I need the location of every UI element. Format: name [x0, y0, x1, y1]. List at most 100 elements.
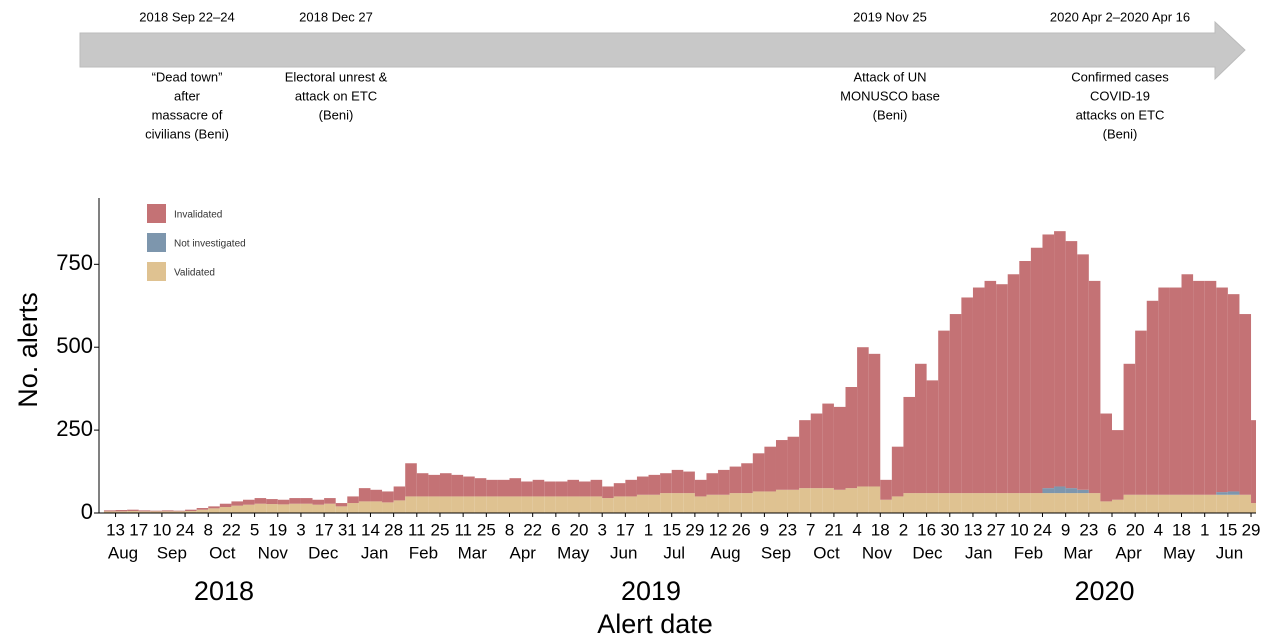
legend-swatch	[147, 262, 166, 281]
bar-segment	[810, 413, 823, 489]
x-tick-label: 15	[1218, 520, 1237, 539]
annotation-text: Electoral unrest &	[285, 69, 388, 84]
bar-segment	[741, 493, 753, 513]
timeline-arrow	[79, 20, 1246, 81]
bar-segment	[706, 494, 719, 513]
annotation-text: attacks on ETC	[1076, 107, 1165, 122]
bar-segment	[1204, 494, 1217, 513]
x-tick-label: 29	[1242, 520, 1261, 539]
y-tick-label: 750	[56, 250, 93, 275]
bar-segment	[1181, 274, 1194, 495]
x-tick-label: 14	[361, 520, 380, 539]
bar-segment	[579, 481, 591, 497]
bar-segment	[382, 502, 394, 513]
bar-segment	[358, 501, 371, 513]
bar-segment	[532, 496, 545, 513]
month-label: Mar	[1063, 543, 1093, 562]
x-tick-label: 10	[152, 520, 171, 539]
bar-segment	[1054, 493, 1066, 513]
bar-segment	[231, 501, 244, 506]
bar-segment	[938, 493, 950, 513]
bar-segment	[1065, 241, 1078, 489]
bar-segment	[1227, 491, 1240, 495]
year-label: 2018	[194, 576, 254, 606]
month-label: Dec	[912, 543, 943, 562]
x-tick-label: 22	[523, 520, 542, 539]
bar-segment	[1239, 494, 1252, 513]
bar-segment	[1227, 294, 1240, 492]
bar-segment	[787, 489, 800, 513]
bar-segment	[1146, 494, 1159, 513]
bar-segment	[949, 314, 962, 494]
bar-segment	[764, 491, 776, 513]
bar-segment	[555, 496, 568, 513]
x-tick-label: 17	[129, 520, 148, 539]
annotation-text: (Beni)	[1103, 126, 1138, 141]
bar-segment	[613, 483, 626, 497]
month-label: Dec	[308, 543, 339, 562]
bar-segment	[393, 486, 406, 501]
x-tick-label: 30	[940, 520, 959, 539]
bar-segment	[949, 493, 962, 513]
bar-segment	[984, 493, 997, 513]
bar-segment	[1100, 413, 1112, 502]
bar-segment	[868, 353, 881, 487]
bar-segment	[752, 453, 765, 492]
bar-segment	[1065, 493, 1078, 513]
bar-segment	[961, 297, 973, 494]
bar-segment	[822, 488, 834, 513]
bar-segment	[718, 469, 730, 495]
bar-segment	[671, 469, 684, 494]
bar-segment	[1169, 287, 1182, 495]
annotation-text: after	[174, 88, 201, 103]
bar-segment	[1239, 314, 1252, 495]
bar-segment	[787, 436, 800, 490]
bar-segment	[289, 498, 301, 504]
x-tick-label: 7	[806, 520, 815, 539]
bar-segment	[1193, 494, 1205, 513]
month-label: Apr	[1115, 543, 1142, 562]
x-tick-label: 25	[477, 520, 496, 539]
bar-segment	[729, 493, 742, 513]
bar-segment	[961, 493, 973, 513]
x-tick-label: 18	[871, 520, 890, 539]
bar-segment	[1077, 254, 1089, 490]
bar-segment	[880, 479, 892, 500]
x-tick-label: 2	[899, 520, 908, 539]
bar-segment	[775, 489, 788, 513]
bar-segment	[486, 496, 498, 513]
bar-segment	[370, 489, 383, 502]
y-tick-label: 250	[56, 416, 93, 441]
bar-segment	[300, 498, 313, 504]
bar-segment	[243, 504, 255, 513]
month-label: Jul	[663, 543, 685, 562]
bar-segment	[972, 287, 985, 494]
bar-segment	[1251, 420, 1256, 504]
annotation-text: Confirmed cases	[1071, 69, 1169, 84]
bar-segment	[636, 476, 649, 495]
annotation-text: attack on ETC	[295, 88, 377, 103]
bar-segment	[625, 479, 637, 497]
bar-segment	[926, 493, 939, 513]
bar-segment	[1030, 493, 1043, 513]
annotation-date: 2018 Sep 22–24	[139, 9, 234, 24]
bar-segment	[312, 504, 325, 513]
bar-segment	[1216, 494, 1228, 513]
bar-segment	[903, 493, 916, 513]
bar-segment	[1042, 234, 1055, 489]
x-tick-label: 8	[204, 520, 213, 539]
bar-segment	[185, 509, 197, 512]
bar-segment	[393, 500, 406, 513]
x-tick-label: 1	[644, 520, 653, 539]
bar-segment	[590, 479, 603, 497]
x-axis-label: Alert date	[597, 609, 713, 639]
bar-segment	[1123, 363, 1136, 495]
bar-segment	[196, 508, 209, 510]
bar-segment	[579, 496, 591, 513]
bar-segment	[799, 488, 811, 513]
x-tick-label: 20	[570, 520, 589, 539]
bar-segment	[799, 420, 811, 489]
bar-segment	[903, 396, 916, 494]
legend-swatch	[147, 204, 166, 223]
bar-segment	[115, 510, 128, 512]
